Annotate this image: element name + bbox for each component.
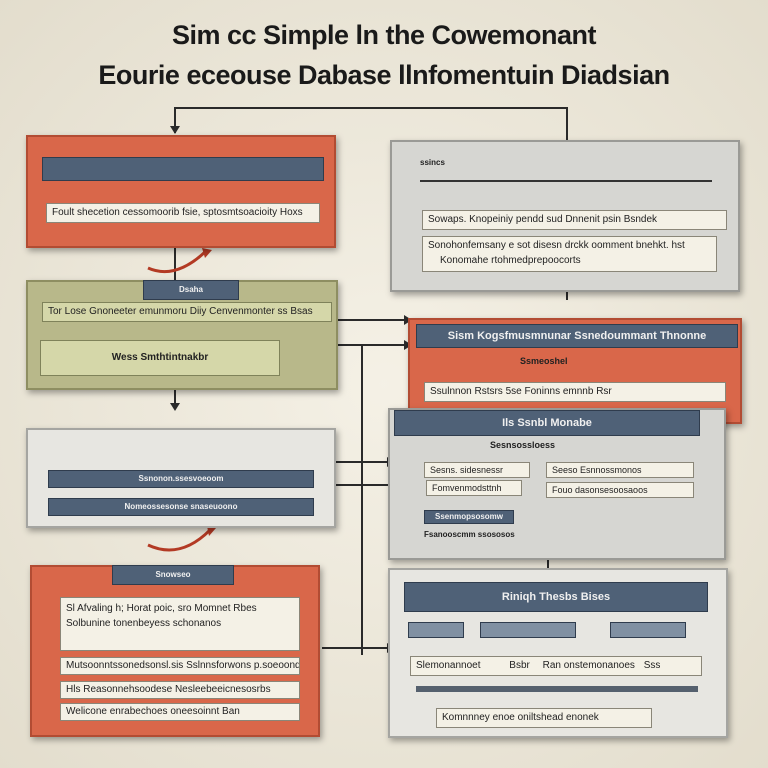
box-f-tag-4: Fouo dasonsesoosaoos: [546, 482, 694, 498]
box-h: Riniqh Thesbs Bises Slemonannoet Bsbr Ra…: [388, 568, 728, 738]
box-f-tag-3: Seeso Esnnossmonos: [546, 462, 694, 478]
box-c-header: Dsaha: [143, 280, 239, 300]
box-a-label: Foult shecetion cessomoorib fsie, sptosm…: [46, 203, 320, 223]
box-b-line-3: Konomahe rtohmedprepoocorts: [440, 255, 581, 266]
box-g-block-1: Sl Afvaling h; Horat poic, sro Momnet Rb…: [60, 597, 300, 651]
box-h-row: Slemonannoet Bsbr Ran onstemonanoes Sss: [410, 656, 702, 676]
box-c: Dsaha Tor Lose Gnoneeter emunmoru Diiy C…: [26, 280, 338, 390]
box-f-subheader: Sesnsossloess: [490, 440, 556, 450]
box-b-header: ssincs: [420, 158, 445, 167]
box-g-line-5: Welicone enrabechoes oneesoinnt Ban: [60, 703, 300, 721]
box-h-line-1: Slemonannoet: [416, 660, 481, 671]
box-d-header: Sism Kogsfmusmnunar Ssnedoummant Thnonne: [416, 324, 738, 348]
box-b-lines-2-3: Sonohonfemsany e sot disesn drckk oommen…: [422, 236, 717, 272]
box-f: Ils Ssnbl Monabe Sesnsossloess Sesns. si…: [388, 408, 726, 560]
box-e-row-1: Ssnonon.ssesvoeoom: [48, 470, 314, 488]
diagram-title-line-1: Sim cc Simple ln the Cowemonant: [171, 20, 597, 50]
box-d-line-1: Ssulnnon Rstsrs 5se Foninns emnnb Rsr: [424, 382, 726, 402]
box-b: ssincs Sowaps. Knopeiniy pendd sud Dnnen…: [390, 140, 740, 292]
box-g-line-1: Sl Afvaling h; Horat poic, sro Momnet Rb…: [66, 603, 257, 614]
box-g-header: Snowseo: [112, 565, 234, 585]
box-d: Sism Kogsfmusmnunar Ssnedoummant Thnonne…: [408, 318, 742, 424]
box-a: Foult shecetion cessomoorib fsie, sptosm…: [26, 135, 336, 248]
box-a-header-bar: [42, 157, 324, 181]
box-h-line-4: Sss: [643, 660, 661, 671]
box-g: Snowseo Sl Afvaling h; Horat poic, sro M…: [30, 565, 320, 737]
box-e: Ssnonon.ssesvoeoom Nomeossesonse snaseuo…: [26, 428, 336, 528]
box-h-line-5: Komnnney enoe oniltshead enonek: [436, 708, 652, 728]
box-c-button[interactable]: Wess Smthtintnakbr: [40, 340, 280, 376]
box-f-line-1: Ssenmopsosomw: [424, 510, 514, 524]
box-h-line-2: Bsbr: [509, 660, 530, 671]
box-f-tag-2: Fomvenmodsttnh: [426, 480, 522, 496]
diagram-title-line-2: Eourie eceouse Dabase llnfomentuin Diads…: [98, 60, 670, 90]
box-g-line-3: Mutsoonntssonedsonsl.sis Sslnnsforwons p…: [60, 657, 300, 675]
box-e-row-2: Nomeossesonse snaseuoono: [48, 498, 314, 516]
box-h-line-3: Ran onstemonanoes: [542, 660, 635, 671]
box-g-line-4: Hls Reasonnehsoodese Nesleebeeicnesosrbs: [60, 681, 300, 699]
box-h-chip-1: [408, 622, 464, 638]
box-g-line-2: Solbunine tonenbeyess schonanos: [66, 618, 222, 629]
box-b-line-2: Sonohonfemsany e sot disesn drckk oommen…: [428, 240, 685, 251]
box-h-chip-3: [610, 622, 686, 638]
box-f-header: Ils Ssnbl Monabe: [394, 410, 700, 436]
box-h-chip-2: [480, 622, 576, 638]
box-f-tag-1: Sesns. sidesnessr: [424, 462, 530, 478]
box-f-line-2: Fsanooscmm ssososos: [424, 530, 515, 539]
box-d-subheader: Ssmeoshel: [520, 356, 568, 366]
box-h-divider: [416, 686, 698, 692]
box-h-header: Riniqh Thesbs Bises: [404, 582, 708, 612]
box-b-divider: [420, 180, 712, 182]
box-c-line-1: Tor Lose Gnoneeter emunmoru Diiy Cenvenm…: [42, 302, 332, 322]
box-b-line-1: Sowaps. Knopeiniy pendd sud Dnnenit psin…: [422, 210, 727, 230]
